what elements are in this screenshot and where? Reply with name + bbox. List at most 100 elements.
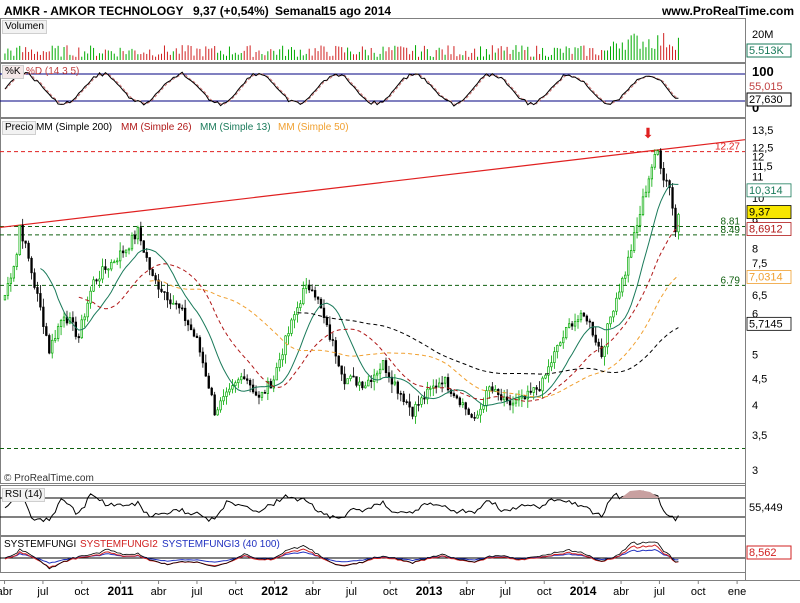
- value-tag-box: [746, 222, 792, 236]
- volume-last-value: 5.513K: [749, 45, 785, 57]
- price-axis-label: 5: [752, 350, 758, 362]
- value-tag-box: [746, 270, 792, 284]
- candle-body: [567, 323, 571, 328]
- legend-sma13: MM (Simple 13): [200, 122, 271, 133]
- candle-body: [222, 396, 225, 402]
- level-label: 12.27: [715, 142, 740, 153]
- x-axis-label: oct: [537, 586, 552, 598]
- legend-sma200: MM (Simple 200): [36, 122, 113, 133]
- candle-body: [51, 339, 54, 354]
- candle-body: [325, 317, 329, 326]
- fungi-label-1: SYSTEMFUNGI: [4, 539, 77, 550]
- candle-body: [42, 306, 45, 327]
- candle-body: [621, 277, 624, 293]
- candle-body: [89, 290, 92, 304]
- candle-body: [547, 366, 550, 376]
- candle-body: [98, 278, 101, 282]
- candle-body: [163, 291, 166, 293]
- candle-body: [33, 272, 36, 288]
- candle-body: [284, 335, 287, 356]
- candle-body: [461, 402, 464, 406]
- candle-body: [74, 321, 78, 337]
- price-axis-label: 4,5: [752, 373, 767, 385]
- x-axis-label: oct: [228, 586, 243, 598]
- candle-body: [337, 355, 340, 367]
- candle-body: [195, 335, 199, 338]
- price-axis-label: 6: [752, 308, 758, 320]
- candle-body: [526, 390, 529, 400]
- candle-body: [15, 254, 18, 267]
- candle-body: [482, 405, 485, 410]
- candle-body: [157, 279, 160, 290]
- candle-body: [405, 401, 408, 404]
- sma13-line: [40, 183, 679, 406]
- volume-label: Volumen: [2, 20, 47, 34]
- candle-body: [452, 393, 456, 397]
- candle-body: [116, 260, 119, 263]
- candle-body: [107, 268, 110, 271]
- candle-body: [635, 225, 639, 234]
- period-label: Semanal: [275, 4, 325, 18]
- candle-body: [192, 329, 196, 337]
- candle-body: [334, 340, 337, 357]
- x-axis-label: abr: [0, 586, 13, 598]
- price-axis-label: 3: [752, 465, 758, 477]
- rsi-overbought-fill: [621, 490, 660, 498]
- candle-body: [420, 397, 423, 405]
- candle-body: [479, 408, 482, 416]
- candle-body: [529, 390, 532, 393]
- candle-body: [24, 240, 27, 244]
- stoch-k-value-box: [746, 92, 792, 107]
- candle-body: [665, 179, 668, 182]
- candle-body: [624, 274, 627, 279]
- candle-body: [260, 392, 264, 398]
- candle-body: [59, 319, 63, 327]
- rsi-last-value: 55,449: [749, 502, 783, 514]
- peak-arrow-icon: ⬇: [642, 125, 654, 141]
- candle-body: [411, 406, 414, 417]
- candle-body: [219, 400, 222, 411]
- candle-body: [644, 191, 648, 198]
- candle-body: [54, 338, 57, 341]
- candle-body: [290, 319, 293, 334]
- candle-body: [133, 234, 137, 240]
- candle-body: [355, 376, 358, 386]
- candle-body: [254, 391, 258, 396]
- candle-body: [45, 326, 48, 336]
- candle-body: [178, 303, 181, 309]
- fungi-last-value: 8,562: [749, 547, 777, 559]
- candle-body: [18, 225, 21, 255]
- candle-body: [488, 386, 491, 391]
- candle-body: [213, 394, 216, 416]
- candle-body: [426, 388, 429, 400]
- site-url[interactable]: www.ProRealTime.com: [661, 4, 794, 18]
- value-tag-box: [746, 205, 792, 219]
- candle-body: [612, 310, 615, 318]
- candle-body: [181, 307, 184, 310]
- candle-body: [328, 324, 332, 340]
- candle-body: [532, 387, 535, 393]
- candle-body: [136, 227, 140, 240]
- level-label: 6.79: [721, 275, 741, 286]
- x-axis-label: jul: [499, 586, 511, 598]
- date-label: 15 ago 2014: [323, 4, 392, 18]
- stoch-k-value: 27,630: [749, 94, 783, 106]
- candle-body: [576, 319, 580, 323]
- candle-body: [458, 397, 462, 406]
- candle-body: [243, 376, 246, 380]
- candle-body: [600, 345, 603, 357]
- candle-body: [378, 368, 382, 374]
- candle-body: [399, 392, 402, 395]
- stoch-scale-100: 100: [752, 64, 774, 79]
- candle-body: [541, 377, 544, 392]
- candle-body: [263, 392, 267, 394]
- candle-body: [511, 402, 515, 406]
- candle-body: [266, 381, 270, 394]
- candle-body: [408, 401, 411, 408]
- candle-body: [166, 291, 169, 301]
- candle-body: [142, 240, 145, 253]
- candle-body: [514, 399, 518, 404]
- candle-body: [470, 414, 473, 418]
- candle-body: [594, 334, 597, 343]
- candle-body: [172, 302, 175, 305]
